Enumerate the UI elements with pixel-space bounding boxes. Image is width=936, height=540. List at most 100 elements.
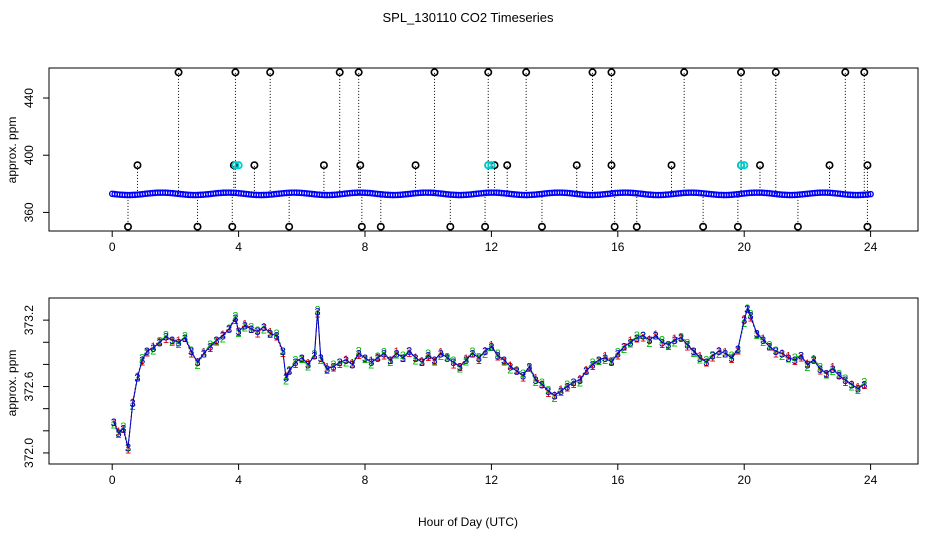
series-point-1: 1: [236, 327, 242, 339]
series-point-1: 1: [735, 346, 741, 358]
series-point-3: 3: [299, 353, 305, 365]
series-point-1: 1: [766, 342, 772, 354]
series-point-2: 2: [115, 429, 121, 441]
series-point-2: 2: [728, 350, 734, 362]
series-point-3: 3: [659, 337, 665, 349]
series-point-3: 3: [144, 346, 150, 358]
series-point-3: 3: [362, 353, 368, 365]
series-point-1: 1: [665, 341, 671, 353]
series-point-1: 1: [703, 357, 709, 369]
x-tick-label: 20: [738, 240, 752, 254]
series-point-1: 1: [558, 384, 564, 396]
series-point-1: 1: [356, 350, 362, 362]
spike-point: [481, 222, 490, 231]
series-point-3: 3: [596, 355, 602, 367]
series-point-3: 3: [273, 331, 279, 343]
series-point-2: 2: [659, 335, 665, 347]
series-point-3: 3: [744, 304, 750, 316]
series-point-3: 3: [773, 346, 779, 358]
series-point-1: 1: [596, 356, 602, 368]
spike-point: [285, 222, 294, 231]
series-point-1: 1: [362, 354, 368, 366]
series-point-2: 2: [324, 365, 330, 377]
series-point-3: 3: [305, 359, 311, 371]
series-point-2: 2: [855, 385, 861, 397]
y-tick-label: 373.2: [22, 305, 36, 335]
series-point-1: 1: [232, 315, 238, 327]
series-point-3: 3: [760, 335, 766, 347]
series-point-1: 1: [242, 318, 248, 330]
series-point-3: 3: [526, 362, 532, 374]
series-point-1: 1: [169, 335, 175, 347]
series-point-3: 3: [469, 348, 475, 360]
series-point-2: 2: [684, 337, 690, 349]
spike-point: [860, 68, 869, 77]
series-point-2: 2: [292, 355, 298, 367]
top-panel-frame: [48, 67, 919, 232]
series-point-2: 2: [792, 352, 798, 364]
series-point-3: 3: [817, 364, 823, 376]
series-point-2: 2: [315, 305, 321, 317]
series-point-3: 3: [476, 353, 482, 365]
series-point-1: 1: [697, 351, 703, 363]
series-point-1: 1: [495, 352, 501, 364]
series-point-3: 3: [634, 333, 640, 345]
series-point-2: 2: [273, 328, 279, 340]
series-point-1: 1: [381, 350, 387, 362]
series-point-3: 3: [589, 359, 595, 371]
series-point-3: 3: [400, 353, 406, 365]
series-point-1: 1: [324, 362, 330, 374]
series-point-2: 2: [741, 318, 747, 330]
series-point-3: 3: [130, 398, 136, 410]
series-point-2: 2: [697, 354, 703, 366]
series-point-2: 2: [672, 338, 678, 350]
series-point-3: 3: [754, 328, 760, 340]
spike-point: [231, 68, 240, 77]
series-point-3: 3: [254, 326, 260, 338]
series-point-1: 1: [855, 382, 861, 394]
series-point-3: 3: [220, 331, 226, 343]
series-point-1: 1: [830, 362, 836, 374]
spike-point: [610, 222, 619, 231]
series-point-1: 1: [144, 347, 150, 359]
series-point-1: 1: [213, 337, 219, 349]
series-point-2: 2: [615, 347, 621, 359]
series-point-1: 1: [406, 348, 412, 360]
series-point-2: 2: [570, 377, 576, 389]
top-panel-y-axis: 360 400 440: [22, 88, 49, 222]
highlight-point: [740, 161, 749, 170]
series-point-1: 1: [450, 359, 456, 371]
series-point-2: 2: [163, 330, 169, 342]
series-point-2: 2: [691, 348, 697, 360]
series-point-3: 3: [387, 355, 393, 367]
series-point-2: 2: [817, 361, 823, 373]
spike-point: [266, 68, 275, 77]
spike-point: [174, 68, 183, 77]
series-point-1: 1: [842, 377, 848, 389]
series-point-3: 3: [248, 324, 254, 336]
figure-title: SPL_130110 CO2 Timeseries: [382, 10, 554, 25]
series-point-1: 1: [817, 366, 823, 378]
y-tick-label: 372.6: [22, 371, 36, 401]
series-point-3: 3: [324, 364, 330, 376]
spike-point: [376, 222, 385, 231]
series-point-3: 3: [792, 355, 798, 367]
series-point-3: 3: [412, 353, 418, 365]
x-tick-label: 12: [485, 240, 499, 254]
bottom-panel-frame: [48, 297, 919, 465]
series-point-3: 3: [779, 348, 785, 360]
x-tick-label: 16: [611, 240, 625, 254]
series-point-1: 1: [425, 352, 431, 364]
series-point-3: 3: [438, 348, 444, 360]
spike-point: [537, 222, 546, 231]
series-point-1: 1: [773, 348, 779, 360]
series-point-3: 3: [488, 342, 494, 354]
y-tick-label: 372.0: [22, 438, 36, 468]
series-point-3: 3: [804, 359, 810, 371]
series-point-3: 3: [703, 357, 709, 369]
series-point-3: 3: [836, 370, 842, 382]
spike-point: [680, 68, 689, 77]
series-point-3: 3: [735, 344, 741, 356]
series-point-2: 2: [381, 346, 387, 358]
